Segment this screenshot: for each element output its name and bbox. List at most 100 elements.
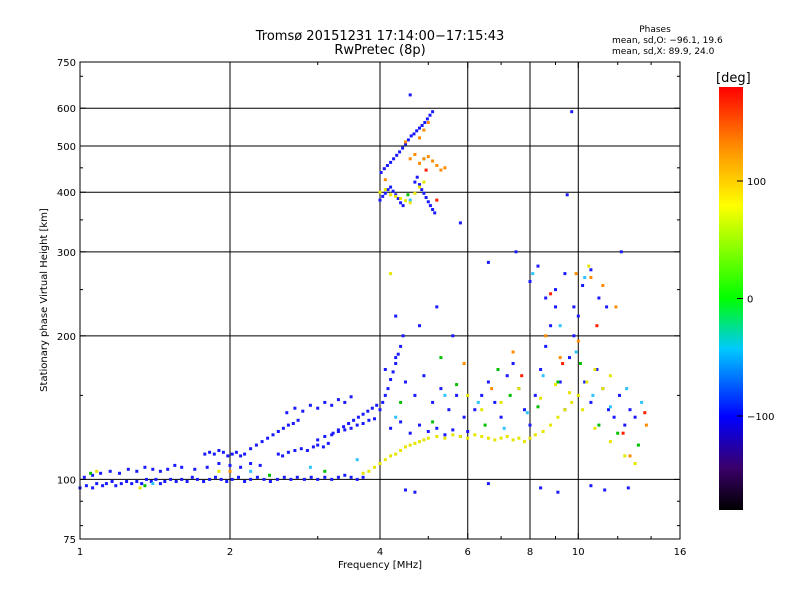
data-point	[291, 422, 295, 425]
data-point	[563, 272, 567, 276]
y-ticks: 75 100 200 300 400 500 600 750	[57, 58, 680, 546]
data-point	[418, 161, 421, 165]
data-point	[412, 132, 416, 136]
data-point	[268, 473, 271, 477]
data-point	[431, 400, 435, 404]
data-point	[413, 490, 417, 494]
data-point	[608, 374, 612, 378]
data-point	[544, 344, 548, 348]
colorbar-tick-label: −100	[747, 412, 774, 423]
x-ticks: 1 2 4 6 8 10 16	[77, 62, 686, 558]
data-point	[408, 431, 412, 435]
chart-title-line2: RwPretec (8p)	[334, 43, 425, 58]
data-point	[462, 415, 466, 419]
data-point	[379, 171, 383, 174]
data-point	[528, 436, 532, 440]
data-point	[554, 383, 557, 387]
data-point	[413, 153, 417, 156]
data-point	[135, 480, 139, 483]
x-tick-label: 8	[527, 547, 533, 558]
data-point	[591, 393, 595, 397]
data-point	[425, 117, 429, 121]
data-point	[585, 380, 589, 384]
colorbar-label: [deg]	[716, 71, 751, 86]
data-point	[623, 423, 627, 427]
data-point	[404, 445, 407, 449]
data-point	[554, 305, 557, 309]
colorbar-tick-label: 0	[747, 295, 753, 306]
data-point	[570, 110, 574, 114]
data-point	[408, 443, 412, 447]
data-point	[349, 426, 353, 430]
data-point	[174, 480, 178, 483]
data-point	[323, 400, 327, 404]
data-point	[583, 380, 587, 384]
data-point	[249, 477, 253, 481]
data-point	[389, 272, 393, 276]
data-point	[517, 436, 521, 440]
data-point	[431, 159, 435, 163]
data-point	[431, 420, 435, 424]
data-point	[254, 443, 258, 447]
data-point	[234, 450, 238, 454]
data-point	[143, 484, 147, 488]
data-point	[343, 473, 347, 477]
data-point	[576, 393, 580, 397]
data-point	[381, 194, 385, 198]
data-point	[399, 400, 403, 404]
data-point	[431, 110, 435, 114]
data-point	[309, 475, 313, 479]
data-point	[401, 146, 405, 150]
data-point	[408, 157, 412, 161]
data-point	[243, 480, 247, 483]
data-point	[399, 449, 403, 452]
data-point	[276, 430, 280, 433]
data-point	[249, 462, 253, 465]
data-point	[499, 400, 503, 404]
data-point	[110, 480, 114, 483]
data-point	[301, 409, 305, 413]
data-point	[572, 305, 576, 309]
data-point	[125, 480, 129, 483]
data-point	[163, 480, 167, 483]
data-point	[496, 368, 500, 371]
data-point	[418, 423, 421, 427]
data-point	[576, 339, 580, 343]
data-point	[404, 488, 407, 492]
data-point	[230, 477, 234, 481]
data-point	[119, 482, 123, 486]
data-point	[330, 477, 334, 481]
data-point	[480, 393, 484, 397]
data-point	[386, 387, 390, 391]
data-point	[321, 445, 325, 449]
data-point	[205, 465, 209, 469]
data-point	[293, 449, 297, 452]
data-point	[293, 406, 297, 410]
data-point	[466, 430, 470, 433]
data-point	[394, 193, 398, 197]
data-point	[299, 447, 303, 451]
data-point	[326, 441, 330, 445]
data-point	[589, 276, 593, 279]
data-point	[391, 370, 395, 374]
data-point	[135, 469, 139, 473]
data-point	[593, 426, 597, 430]
data-point	[404, 140, 407, 144]
data-point	[455, 383, 459, 387]
data-point	[221, 450, 225, 454]
data-point	[316, 477, 320, 481]
data-point	[375, 403, 379, 407]
data-point	[336, 475, 340, 479]
data-point	[249, 469, 253, 473]
stats-line1: mean, sd,O: −96.1, 19.6	[612, 36, 723, 46]
data-point	[383, 191, 387, 195]
data-point	[239, 454, 243, 458]
data-point	[415, 129, 419, 133]
data-point	[628, 408, 632, 412]
data-point	[426, 155, 430, 159]
data-point	[399, 197, 403, 200]
data-point	[490, 387, 494, 391]
data-point	[158, 482, 162, 486]
data-point	[428, 204, 432, 208]
data-point	[572, 334, 576, 338]
